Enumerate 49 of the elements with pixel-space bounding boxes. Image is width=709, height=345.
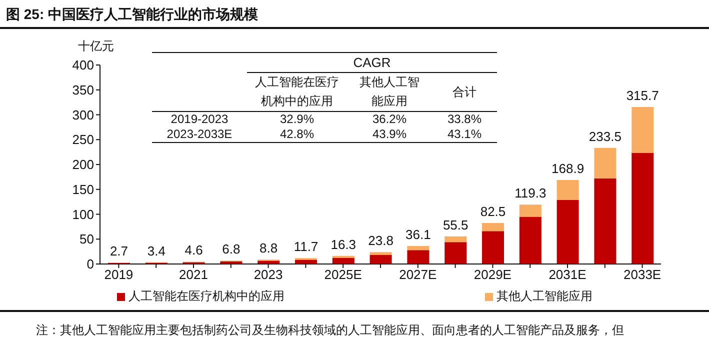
- total-label: 233.5: [588, 128, 622, 144]
- annotation: 2023-2033E: [166, 127, 234, 142]
- annotation: 32.9%: [278, 112, 316, 127]
- total-label: 6.8: [222, 242, 240, 257]
- y-axis-title: 十亿元: [78, 38, 114, 55]
- x-tick-label: 2033E: [624, 267, 662, 282]
- x-tick-label: 2027E: [399, 267, 438, 282]
- total-label: 315.7: [626, 88, 659, 103]
- x-tick-label: 2021: [179, 267, 208, 282]
- annotation: 43.9%: [371, 127, 408, 142]
- x-tick-label: 2025E: [324, 267, 362, 282]
- y-tick-label: 150: [72, 182, 94, 197]
- annotation: 人工智能在医疗机构中的应用: [247, 73, 347, 112]
- annotation: 合计: [452, 84, 476, 100]
- total-label: 8.8: [260, 240, 278, 256]
- total-label: 23.8: [368, 233, 394, 248]
- legend-label: 人工智能在医疗机构中的应用: [128, 288, 284, 305]
- y-tick-label: 350: [72, 82, 94, 98]
- annotation: CAGR: [247, 53, 497, 72]
- y-tick-label: 400: [72, 58, 94, 73]
- total-label: 2.7: [110, 244, 128, 259]
- annotation: 42.8%: [278, 127, 316, 142]
- legend-label: 其他人工智能应用: [496, 288, 592, 305]
- total-label: 3.4: [147, 243, 166, 258]
- total-label: 55.5: [442, 217, 468, 232]
- y-tick-label: 300: [72, 107, 94, 122]
- y-tick-label: 50: [80, 232, 94, 247]
- y-tick-label: 250: [72, 132, 94, 148]
- x-tick-label: 2019: [104, 267, 134, 282]
- annotation: 36.2%: [371, 112, 408, 127]
- x-tick-label: 2029E: [474, 267, 512, 282]
- x-tick-label: 2023: [254, 267, 283, 282]
- total-label: 119.3: [514, 186, 546, 201]
- y-tick-label: 100: [72, 206, 94, 222]
- annotation: 其他人工智能应用: [347, 73, 432, 112]
- total-label: 11.7: [294, 239, 318, 254]
- total-label: 168.9: [552, 160, 584, 176]
- annotation: 2019-2023: [170, 112, 230, 127]
- total-label: 36.1: [406, 227, 431, 242]
- total-label: 16.3: [330, 236, 356, 252]
- text: 注：其他人工智能应用主要包括制药公司及生物科技领域的人工智能应用、面向患者的人工智能产品及服务，但: [36, 322, 624, 339]
- annotation: 43.1%: [446, 127, 483, 142]
- chart-title: 图 25: 中国医疗人工智能行业的市场规模: [6, 6, 258, 24]
- y-tick-label: 200: [72, 157, 94, 172]
- annotation: 33.8%: [446, 112, 483, 127]
- total-label: 4.6: [184, 242, 203, 258]
- y-tick-label: 0: [86, 256, 94, 272]
- x-tick-label: 2031E: [548, 267, 587, 282]
- total-label: 82.5: [480, 204, 506, 219]
